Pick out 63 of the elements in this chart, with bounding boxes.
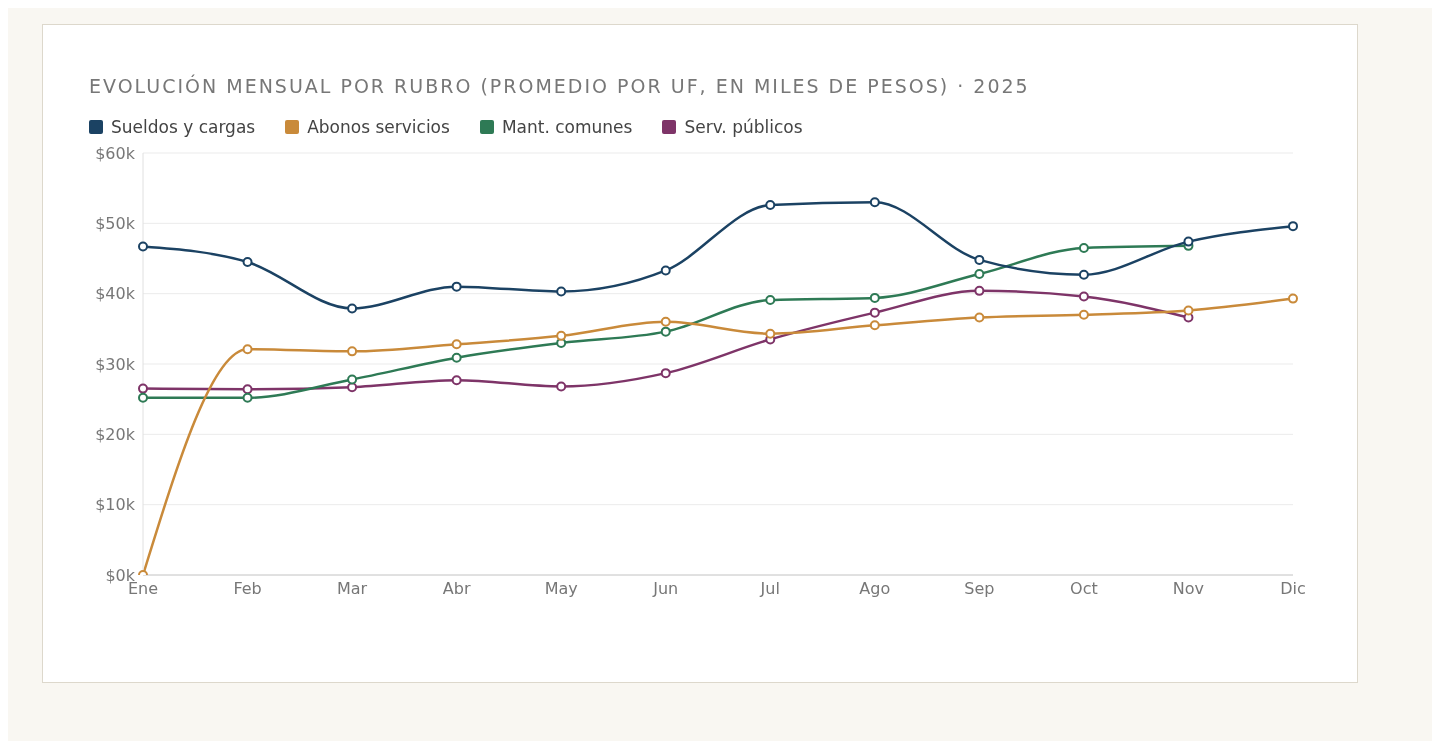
point xyxy=(347,303,358,314)
point xyxy=(556,286,567,297)
point xyxy=(347,382,358,393)
point xyxy=(974,285,985,296)
point xyxy=(869,320,880,331)
point xyxy=(1078,269,1089,280)
point xyxy=(138,392,148,403)
point xyxy=(974,312,985,323)
point xyxy=(1078,309,1089,320)
point xyxy=(660,265,671,276)
y-tick-label: $50k xyxy=(95,214,136,234)
point xyxy=(765,200,776,211)
legend-label: Sueldos y cargas xyxy=(111,117,256,137)
point xyxy=(1078,242,1089,253)
legend-label: Abonos servicios xyxy=(307,117,450,137)
legend-label: Mant. comunes xyxy=(501,117,633,137)
point xyxy=(1183,236,1194,247)
x-tick-label: Jul xyxy=(759,579,780,599)
point xyxy=(974,268,985,279)
y-tick-label: $20k xyxy=(95,425,136,445)
x-tick-label: Mar xyxy=(337,579,368,599)
chart-title: EVOLUCIÓN MENSUAL POR RUBRO (PROMEDIO POR UF, EN MILES DE PESOS) · 2025 xyxy=(89,75,1031,97)
point xyxy=(1288,221,1298,232)
x-tick-label: Ago xyxy=(859,579,891,599)
point xyxy=(242,384,253,395)
x-tick-label: Nov xyxy=(1172,579,1205,599)
x-tick-label: Abr xyxy=(442,579,471,599)
legend-label: Serv. públicos xyxy=(684,117,803,137)
point xyxy=(765,328,776,339)
x-tick-label: May xyxy=(544,579,578,599)
point xyxy=(242,257,253,268)
point xyxy=(451,281,462,292)
point xyxy=(869,197,880,208)
point xyxy=(556,381,567,392)
point xyxy=(138,241,148,252)
point xyxy=(660,326,671,337)
y-tick-label: $60k xyxy=(95,143,136,163)
point xyxy=(556,330,567,341)
point xyxy=(869,307,880,318)
y-tick-label: $30k xyxy=(95,354,136,374)
point xyxy=(1288,293,1298,304)
point xyxy=(451,352,462,363)
point xyxy=(660,368,671,379)
point xyxy=(242,392,253,403)
x-tick-label: Sep xyxy=(964,579,995,599)
point xyxy=(242,344,253,355)
point xyxy=(765,295,776,305)
point xyxy=(1078,291,1089,302)
x-tick-label: Feb xyxy=(233,579,262,599)
point xyxy=(974,254,985,265)
y-tick-label: $40k xyxy=(95,284,136,304)
point xyxy=(451,339,462,350)
point xyxy=(1183,305,1194,316)
point xyxy=(347,374,358,385)
point xyxy=(869,292,880,303)
point xyxy=(451,375,462,386)
x-tick-label: Oct xyxy=(1070,579,1098,599)
x-tick-label: Dic xyxy=(1280,579,1306,599)
point xyxy=(660,316,671,327)
point xyxy=(138,383,148,394)
point xyxy=(347,346,358,357)
x-tick-label: Jun xyxy=(652,579,679,599)
y-tick-label: $10k xyxy=(95,495,136,515)
